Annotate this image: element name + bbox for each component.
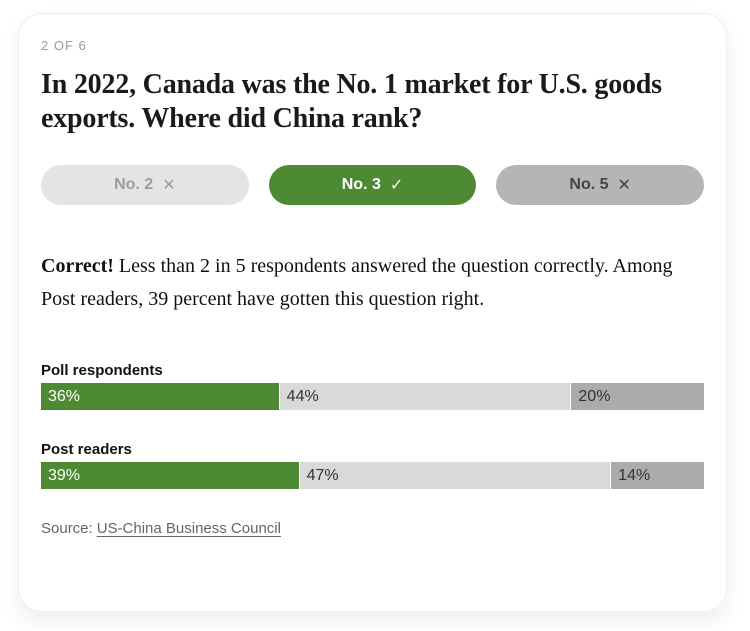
answer-label: No. 3 xyxy=(341,176,381,193)
result-lead: Correct! xyxy=(41,255,114,277)
bar-post-readers: 39% 47% 14% xyxy=(41,462,704,489)
bar-label-poll-respondents: Poll respondents xyxy=(41,362,163,379)
answer-option-no5[interactable]: No. 5 ✕ xyxy=(496,165,705,205)
segment-value: 44% xyxy=(286,387,319,405)
bar-segment-green: 39% xyxy=(41,462,300,489)
source-prefix: Source: xyxy=(41,520,93,537)
x-mark-icon: ✕ xyxy=(617,177,631,194)
check-mark-icon: ✓ xyxy=(389,177,404,194)
question-text: In 2022, Canada was the No. 1 market for… xyxy=(41,69,662,134)
segment-value: 36% xyxy=(48,387,81,405)
segment-value: 14% xyxy=(618,466,651,484)
bar-segment-light-gray: 47% xyxy=(299,462,612,489)
x-mark-icon: ✕ xyxy=(162,177,176,194)
progress-indicator: 2 OF 6 xyxy=(41,38,87,53)
source-line: Source: US-China Business Council xyxy=(41,520,704,537)
answer-label: No. 2 xyxy=(114,176,154,193)
answer-option-no3[interactable]: No. 3 ✓ xyxy=(268,165,477,205)
bar-poll-respondents: 36% 44% 20% xyxy=(41,383,704,410)
result-body: Less than 2 in 5 respondents answered th… xyxy=(41,255,673,310)
bar-segment-dark-gray: 20% xyxy=(571,383,704,410)
poll-results-chart: Poll respondents 36% 44% 20% Post reader… xyxy=(41,362,704,489)
result-text: Correct! Less than 2 in 5 respondents an… xyxy=(41,250,701,316)
source-link[interactable]: US-China Business Council xyxy=(96,520,281,537)
bar-label-post-readers: Post readers xyxy=(41,441,132,458)
answer-options: No. 2 ✕ No. 3 ✓ No. 5 ✕ xyxy=(41,165,705,205)
segment-value: 39% xyxy=(48,466,81,484)
bar-segment-dark-gray: 14% xyxy=(611,462,704,489)
segment-value: 47% xyxy=(306,466,339,484)
segment-value: 20% xyxy=(578,387,611,405)
bar-segment-green: 36% xyxy=(41,383,280,410)
answer-option-no2[interactable]: No. 2 ✕ xyxy=(41,165,249,205)
bar-segment-light-gray: 44% xyxy=(279,383,572,410)
quiz-card: 2 OF 6 In 2022, Canada was the No. 1 mar… xyxy=(18,13,727,612)
answer-label: No. 5 xyxy=(569,176,609,193)
